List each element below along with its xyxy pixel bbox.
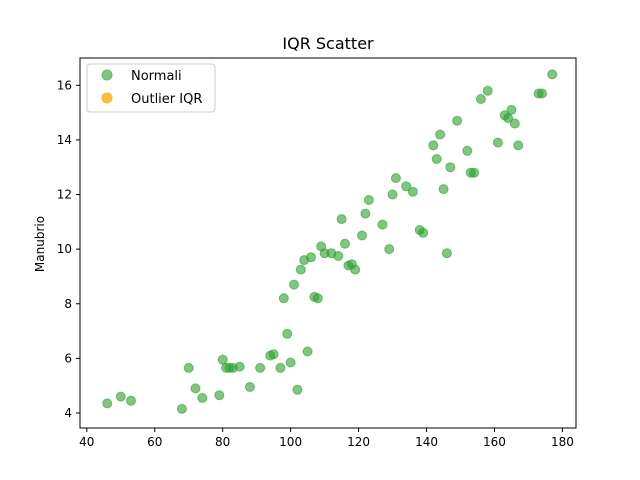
y-tick-label-6: 6: [64, 351, 72, 365]
point-normali-38: [357, 230, 367, 241]
point-normali-59: [475, 94, 486, 104]
axes-frame: [79, 57, 577, 429]
point-normali-7: [214, 390, 225, 401]
point-normali-44: [390, 173, 401, 184]
point-normali-40: [363, 195, 374, 205]
x-tick-label-120: 120: [347, 435, 370, 449]
point-normali-69: [547, 69, 558, 80]
point-normali-25: [302, 346, 313, 357]
point-normali-6: [197, 393, 208, 403]
legend-marker-normali: [101, 69, 113, 81]
point-normali-19: [282, 328, 293, 339]
point-normali-26: [306, 252, 316, 263]
point-normali-5: [190, 383, 201, 394]
y-tick-label-8: 8: [64, 297, 72, 311]
point-normali-46: [407, 186, 418, 197]
x-tick-label-80: 80: [215, 435, 230, 449]
y-tick-label-4: 4: [64, 406, 72, 420]
point-normali-63: [503, 113, 514, 124]
point-normali-68: [537, 88, 547, 99]
point-normali-28: [312, 293, 323, 304]
point-normali-4: [183, 362, 194, 373]
point-normali-43: [387, 189, 398, 200]
point-normali-32: [333, 251, 344, 261]
point-normali-21: [289, 279, 299, 290]
point-normali-33: [336, 214, 347, 225]
point-normali-2: [126, 395, 136, 406]
point-normali-65: [509, 118, 520, 129]
x-tick-label-60: 60: [147, 435, 162, 449]
legend-frame: [86, 63, 216, 113]
point-normali-3: [176, 403, 187, 414]
y-tick-label-12: 12: [57, 188, 72, 202]
point-normali-13: [244, 382, 255, 392]
x-tick-label-180: 180: [551, 435, 574, 449]
point-normali-52: [438, 184, 449, 195]
point-normali-20: [285, 357, 296, 368]
point-normali-45: [401, 181, 412, 192]
point-normali-58: [469, 167, 480, 178]
y-tick-label-16: 16: [57, 78, 72, 92]
point-normali-23: [295, 264, 306, 275]
point-normali-55: [452, 115, 463, 126]
point-normali-60: [482, 85, 493, 96]
x-tick-label-40: 40: [79, 435, 94, 449]
legend-marker-outlier: [101, 92, 113, 104]
point-normali-18: [278, 293, 289, 304]
point-normali-34: [340, 238, 350, 249]
point-normali-37: [350, 264, 361, 275]
axes-layer: 40 60 80 100 120 140 160 180 4 6 8 10 12 14 16: [57, 57, 577, 449]
point-normali-1: [115, 391, 126, 402]
point-normali-56: [462, 145, 473, 156]
chart-title: IQR Scatter: [282, 34, 374, 53]
point-normali-0: [102, 398, 113, 409]
legend: Normali Outlier IQR: [86, 63, 216, 113]
x-tick-label-140: 140: [415, 435, 438, 449]
point-normali-22: [292, 384, 303, 395]
point-normali-64: [506, 104, 517, 115]
point-normali-39: [360, 208, 371, 219]
legend-label-outlier: Outlier IQR: [131, 92, 202, 107]
point-normali-14: [255, 362, 266, 373]
point-normali-50: [431, 154, 442, 164]
points-layer: [102, 69, 558, 414]
x-tick-label-100: 100: [279, 435, 302, 449]
point-normali-8: [217, 354, 228, 365]
point-normali-53: [441, 248, 452, 259]
y-tick-label-14: 14: [57, 133, 72, 147]
point-normali-16: [268, 349, 279, 360]
x-tick-label-160: 160: [483, 435, 506, 449]
point-normali-51: [435, 129, 446, 140]
y-tick-label-10: 10: [57, 242, 72, 256]
point-normali-42: [384, 244, 395, 255]
point-normali-61: [492, 137, 503, 148]
point-normali-66: [513, 140, 524, 151]
point-normali-41: [377, 219, 388, 230]
point-normali-17: [275, 362, 286, 373]
point-normali-48: [418, 227, 429, 238]
point-normali-54: [445, 162, 456, 173]
y-axis-label: Manubrio: [33, 216, 47, 272]
legend-label-normali: Normali: [131, 69, 182, 84]
point-normali-49: [428, 140, 439, 151]
point-normali-12: [234, 361, 245, 372]
